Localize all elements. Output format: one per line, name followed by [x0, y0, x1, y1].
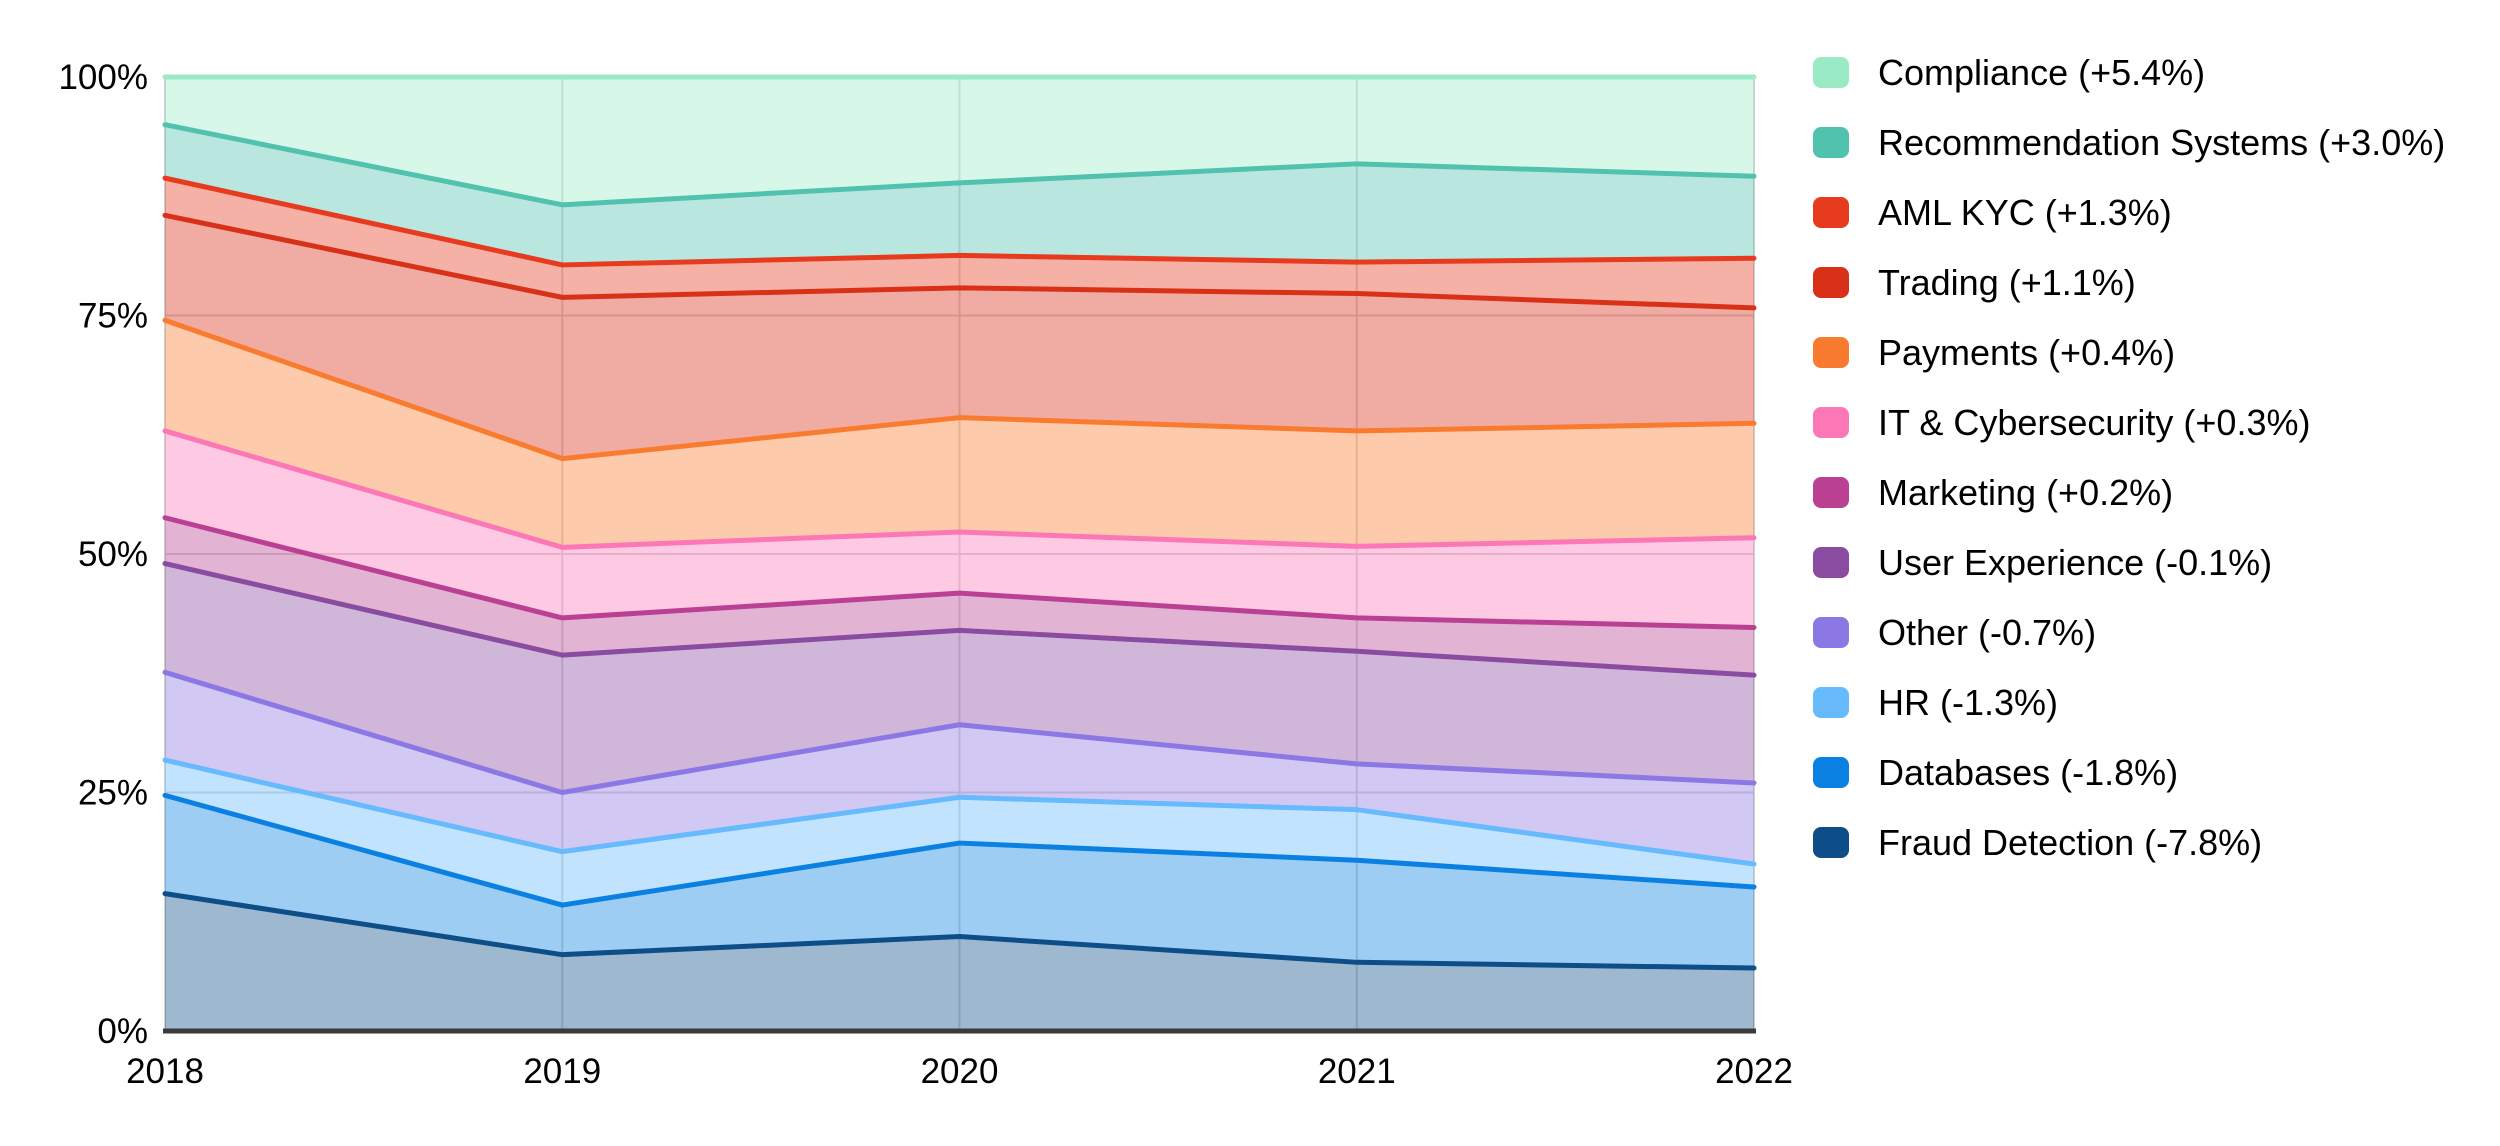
- chart-legend: Compliance (+5.4%) Recommendation Systems…: [1813, 51, 2446, 897]
- series-line-recommendation-systems: [162, 122, 1757, 208]
- area-compliance[interactable]: [165, 77, 1754, 205]
- legend-swatch-recommendation-systems: [1813, 127, 1849, 158]
- x-tick-label-2021: 2021: [1318, 1052, 1396, 1091]
- series-line-payments: [162, 317, 1757, 462]
- series-line-hr: [162, 757, 1757, 867]
- legend-swatch-payments: [1813, 337, 1849, 368]
- x-tick-label-2020: 2020: [921, 1052, 999, 1091]
- legend-swatch-databases: [1813, 757, 1849, 788]
- legend-item-trading[interactable]: Trading (+1.1%): [1813, 261, 2445, 303]
- legend-swatch-other: [1813, 617, 1849, 648]
- legend-swatch-trading: [1813, 267, 1849, 298]
- legend-item-other[interactable]: Other (-0.7%): [1813, 611, 2445, 653]
- legend-label-hr: HR (-1.3%): [1878, 681, 2059, 723]
- legend-item-it-cybersecurity[interactable]: IT & Cybersecurity (+0.3%): [1813, 401, 2445, 443]
- legend-label-trading: Trading (+1.1%): [1878, 261, 2136, 303]
- y-tick-label-50pct: 50%: [78, 535, 148, 574]
- legend-label-recommendation-systems: Recommendation Systems (+3.0%): [1878, 121, 2446, 163]
- y-tick-label-25pct: 25%: [78, 774, 148, 813]
- legend-item-payments[interactable]: Payments (+0.4%): [1813, 331, 2445, 373]
- area-recommendation-systems[interactable]: [165, 124, 1754, 265]
- series-line-aml-kyc: [162, 175, 1757, 268]
- legend-label-other: Other (-0.7%): [1878, 611, 2097, 653]
- series-line-marketing: [162, 515, 1757, 630]
- y-tick-label-100pct: 100%: [58, 58, 148, 97]
- legend-item-hr[interactable]: HR (-1.3%): [1813, 681, 2445, 723]
- area-aml-kyc[interactable]: [165, 178, 1754, 308]
- legend-swatch-marketing: [1813, 477, 1849, 508]
- legend-swatch-compliance: [1813, 57, 1849, 88]
- legend-swatch-it-cybersecurity: [1813, 407, 1849, 438]
- legend-label-user-experience: User Experience (-0.1%): [1878, 541, 2273, 583]
- legend-item-compliance[interactable]: Compliance (+5.4%): [1813, 51, 2445, 93]
- area-user-experience[interactable]: [165, 563, 1754, 793]
- series-line-fraud-detection: [162, 891, 1757, 971]
- series-line-user-experience: [162, 561, 1757, 678]
- area-marketing[interactable]: [165, 517, 1754, 676]
- area-other[interactable]: [165, 672, 1754, 865]
- legend-label-fraud-detection: Fraud Detection (-7.8%): [1878, 821, 2263, 863]
- legend-swatch-fraud-detection: [1813, 827, 1849, 858]
- legend-label-databases: Databases (-1.8%): [1878, 751, 2179, 793]
- area-it-cybersecurity[interactable]: [165, 430, 1754, 628]
- series-line-other: [162, 669, 1757, 795]
- legend-item-databases[interactable]: Databases (-1.8%): [1813, 751, 2445, 793]
- legend-item-aml-kyc[interactable]: AML KYC (+1.3%): [1813, 191, 2445, 233]
- y-tick-label-0pct: 0%: [97, 1012, 148, 1051]
- series-line-databases: [162, 792, 1757, 908]
- x-tick-label-2022: 2022: [1715, 1052, 1793, 1091]
- area-databases[interactable]: [165, 795, 1754, 969]
- y-tick-label-75pct: 75%: [78, 297, 148, 336]
- legend-label-payments: Payments (+0.4%): [1878, 331, 2176, 373]
- area-payments[interactable]: [165, 320, 1754, 548]
- series-line-it-cybersecurity: [162, 428, 1757, 550]
- x-tick-label-2019: 2019: [523, 1052, 601, 1091]
- legend-label-aml-kyc: AML KYC (+1.3%): [1878, 191, 2172, 233]
- legend-item-fraud-detection[interactable]: Fraud Detection (-7.8%): [1813, 821, 2445, 863]
- legend-item-user-experience[interactable]: User Experience (-0.1%): [1813, 541, 2445, 583]
- legend-swatch-hr: [1813, 687, 1849, 718]
- legend-label-it-cybersecurity: IT & Cybersecurity (+0.3%): [1878, 401, 2311, 443]
- series-line-trading: [162, 212, 1757, 311]
- legend-item-marketing[interactable]: Marketing (+0.2%): [1813, 471, 2445, 513]
- legend-label-marketing: Marketing (+0.2%): [1878, 471, 2174, 513]
- x-tick-label-2018: 2018: [126, 1052, 204, 1091]
- legend-label-compliance: Compliance (+5.4%): [1878, 51, 2206, 93]
- area-fraud-detection[interactable]: [165, 893, 1754, 1031]
- area-hr[interactable]: [165, 760, 1754, 906]
- legend-swatch-aml-kyc: [1813, 197, 1849, 228]
- area-trading[interactable]: [165, 215, 1754, 459]
- legend-swatch-user-experience: [1813, 547, 1849, 578]
- legend-item-recommendation-systems[interactable]: Recommendation Systems (+3.0%): [1813, 121, 2446, 163]
